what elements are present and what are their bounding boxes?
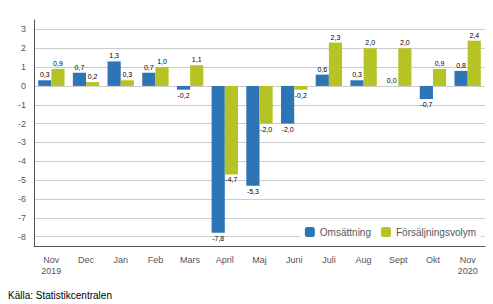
svg-text:2: 2 (21, 43, 26, 53)
svg-text:0,2: 0,2 (88, 73, 98, 80)
svg-text:1,1: 1,1 (192, 56, 202, 63)
svg-text:0,3: 0,3 (122, 71, 132, 78)
svg-text:0,3: 0,3 (352, 71, 362, 78)
svg-text:-5,3: -5,3 (247, 188, 259, 195)
svg-text:-0,2: -0,2 (177, 92, 189, 99)
svg-text:0,9: 0,9 (435, 60, 445, 67)
svg-text:Nov: Nov (43, 255, 60, 265)
svg-text:-0,7: -0,7 (420, 101, 432, 108)
svg-text:2,4: 2,4 (469, 32, 479, 39)
svg-text:-1: -1 (18, 100, 26, 110)
svg-text:Dec: Dec (78, 255, 95, 265)
svg-text:Sept: Sept (389, 255, 408, 265)
svg-text:Aug: Aug (356, 255, 372, 265)
svg-text:-2: -2 (18, 119, 26, 129)
svg-text:Jan: Jan (113, 255, 128, 265)
svg-text:Maj: Maj (252, 255, 267, 265)
svg-text:Mars: Mars (180, 255, 200, 265)
svg-text:2019: 2019 (41, 266, 61, 276)
svg-text:0,3: 0,3 (40, 71, 50, 78)
svg-text:1,3: 1,3 (109, 52, 119, 59)
svg-text:Försäljningsvolym: Försäljningsvolym (396, 227, 476, 238)
svg-text:2,0: 2,0 (365, 39, 375, 46)
svg-text:Juni: Juni (286, 255, 303, 265)
svg-text:0: 0 (21, 81, 26, 91)
svg-text:Okt: Okt (426, 255, 441, 265)
svg-text:3: 3 (21, 24, 26, 34)
svg-text:-5: -5 (18, 175, 26, 185)
svg-text:0,7: 0,7 (75, 64, 85, 71)
svg-text:-3: -3 (18, 137, 26, 147)
svg-text:Omsättning: Omsättning (320, 227, 371, 238)
svg-text:0,7: 0,7 (144, 64, 154, 71)
svg-text:-2,0: -2,0 (282, 126, 294, 133)
svg-text:-2,0: -2,0 (260, 126, 272, 133)
svg-text:2,3: 2,3 (331, 34, 341, 41)
svg-text:-0,2: -0,2 (295, 92, 307, 99)
svg-text:-4: -4 (18, 156, 26, 166)
svg-text:1: 1 (21, 62, 26, 72)
svg-text:-6: -6 (18, 194, 26, 204)
svg-text:0,8: 0,8 (456, 62, 466, 69)
svg-text:2020: 2020 (458, 266, 478, 276)
svg-text:0,0: 0,0 (387, 77, 397, 84)
svg-text:Källa: Statistikcentralen: Källa: Statistikcentralen (8, 290, 112, 301)
svg-text:-7,8: -7,8 (212, 235, 224, 242)
svg-text:1,0: 1,0 (157, 58, 167, 65)
svg-text:April: April (216, 255, 234, 265)
svg-text:0,6: 0,6 (317, 66, 327, 73)
svg-text:Juli: Juli (322, 255, 336, 265)
svg-text:Feb: Feb (148, 255, 164, 265)
svg-text:2,0: 2,0 (400, 39, 410, 46)
svg-text:-8: -8 (18, 232, 26, 242)
svg-text:-7: -7 (18, 213, 26, 223)
svg-text:Nov: Nov (460, 255, 477, 265)
svg-text:0,9: 0,9 (53, 60, 63, 67)
svg-text:-4,7: -4,7 (225, 176, 237, 183)
